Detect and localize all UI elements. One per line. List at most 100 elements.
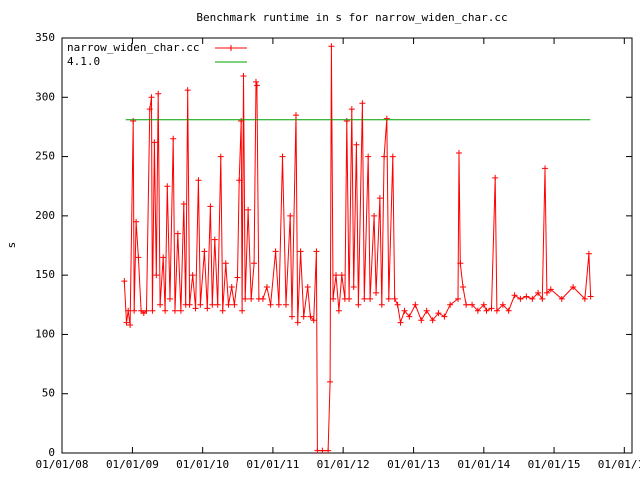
point-marker [381,153,388,160]
point-marker [240,72,247,79]
point-marker [469,301,476,308]
point-marker [125,307,132,314]
x-tick-label: 01/01/16 [598,458,640,471]
point-marker [447,301,454,308]
point-marker [282,301,289,308]
point-marker [211,236,218,243]
point-marker [383,115,390,122]
point-marker [267,301,274,308]
point-marker [585,250,592,257]
point-marker [177,307,184,314]
point-marker [543,289,550,296]
y-tick-label: 150 [35,268,55,281]
point-marker [581,295,588,302]
point-marker [505,307,512,314]
point-marker [251,260,258,267]
point-marker [222,260,229,267]
point-marker [297,248,304,255]
point-marker [335,307,342,314]
point-marker [287,212,294,219]
point-marker [463,301,470,308]
point-marker [170,135,177,142]
point-marker [327,378,334,385]
point-marker [300,313,307,320]
legend-marker [228,45,234,51]
point-marker [304,284,311,290]
point-marker [348,106,355,113]
point-marker [492,174,499,181]
point-marker [587,293,594,300]
y-tick-label: 300 [35,90,55,103]
point-marker [499,301,506,308]
point-marker [204,305,211,312]
point-marker [483,307,490,314]
point-marker [325,447,332,454]
point-marker [174,230,181,237]
point-marker [435,310,442,317]
point-marker [378,301,385,308]
point-marker [186,301,193,308]
point-marker [441,313,448,320]
point-marker [231,301,238,308]
point-marker [234,274,241,281]
x-tick-label: 01/01/13 [387,458,440,471]
point-marker [164,183,171,190]
point-marker [236,177,243,184]
point-marker [148,94,155,101]
point-marker [157,301,164,308]
point-marker [143,307,150,314]
point-marker [460,284,467,290]
point-marker [153,272,160,279]
point-marker [180,201,187,207]
point-marker [242,295,249,302]
point-marker [263,284,270,290]
point-marker [151,139,158,146]
point-marker [171,307,178,314]
point-marker [253,82,260,89]
point-marker [328,43,335,50]
point-marker [394,301,401,308]
point-marker [130,118,137,124]
point-marker [389,153,396,160]
y-tick-label: 250 [35,150,55,163]
point-marker [406,313,413,320]
point-marker [535,289,542,296]
point-marker [539,295,546,302]
plot-border [61,37,633,454]
point-marker [272,248,279,255]
point-marker [313,248,320,255]
point-marker [361,295,368,302]
y-tick-label: 350 [35,31,55,44]
point-marker [346,295,353,302]
point-marker [123,319,130,326]
point-marker [149,307,156,314]
point-marker [343,118,350,124]
point-marker [166,295,173,302]
point-marker [412,301,419,308]
point-marker [294,319,301,326]
point-marker [192,305,199,312]
point-marker [219,307,226,314]
point-marker [455,150,462,157]
series-line [123,46,592,452]
point-marker [201,248,208,255]
point-marker [480,301,487,308]
point-marker [131,307,138,314]
point-marker [455,295,462,302]
point-marker [314,447,321,454]
point-marker [570,284,577,290]
point-marker [228,284,235,290]
x-tick-label: 01/01/15 [528,458,581,471]
x-tick-label: 01/01/14 [457,458,510,471]
point-marker [288,313,295,320]
point-marker [189,272,196,279]
point-marker [355,301,362,308]
legend-label: narrow_widen_char.cc [67,41,199,54]
x-tick-label: 01/01/12 [317,458,370,471]
point-marker [310,317,317,324]
point-marker [338,272,345,279]
point-marker [133,218,140,225]
point-marker [488,305,495,312]
y-tick-label: 50 [42,387,55,400]
